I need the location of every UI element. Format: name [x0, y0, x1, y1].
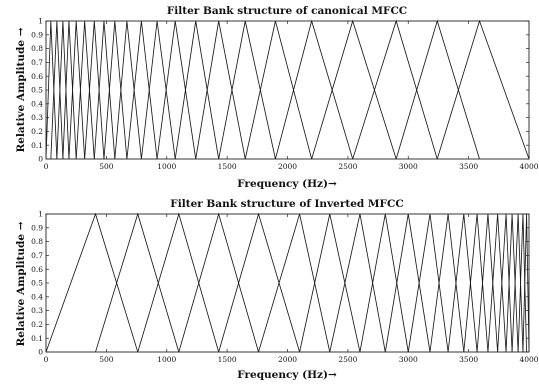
filter-triangle — [218, 20, 276, 160]
x-tick-label: 3000 — [399, 355, 418, 364]
filter-triangle — [140, 20, 176, 160]
y-tick-label: 0.9 — [31, 30, 43, 39]
y-tick-label: 0.4 — [31, 99, 43, 108]
filter-triangle — [311, 19, 397, 160]
filter-triangle — [329, 213, 386, 353]
filter-triangle — [45, 212, 139, 353]
filter-triangle — [68, 20, 86, 160]
filter-triangle — [95, 212, 180, 353]
filter-triangle — [258, 213, 331, 353]
y-tick-label: 0.1 — [31, 334, 43, 343]
filter-triangle — [447, 213, 478, 353]
filter-triangle — [395, 19, 480, 160]
filter-triangle — [436, 19, 530, 160]
y-tick-label: 0.5 — [31, 279, 43, 288]
filter-triangle — [178, 212, 259, 353]
x-axis-label: Frequency (Hz)→ — [237, 178, 337, 190]
filter-triangle — [275, 19, 354, 160]
inverted-mfcc-panel: Filter Bank structure of Inverted MFCC 0… — [15, 198, 539, 381]
x-axis-label: Frequency (Hz)→ — [237, 369, 337, 381]
filter-triangle — [463, 213, 489, 353]
y-tick-label: 0.3 — [31, 306, 43, 315]
filter-triangle — [56, 20, 70, 160]
x-tick-label: 0 — [44, 355, 49, 364]
y-tick-label: 0.9 — [31, 223, 43, 232]
x-tick-label: 1500 — [218, 355, 237, 364]
plot-area: 0 500 1000 1500 2000 2500 3000 3500 4000 0 0.1 0.2 0… — [31, 17, 539, 171]
filter-triangle — [174, 20, 220, 160]
filter-triangle — [50, 20, 64, 160]
x-tick-label: 2500 — [338, 355, 357, 364]
filter-triangle — [195, 20, 246, 160]
filter-triangle — [114, 20, 142, 160]
filter-triangle — [487, 213, 507, 353]
filter-triangle — [299, 213, 361, 353]
x-tick-label: 3000 — [399, 162, 418, 171]
x-tick-label: 3500 — [459, 162, 478, 171]
y-tick-label: 0.2 — [31, 320, 43, 329]
axes-frame — [45, 213, 530, 353]
y-tick-label: 0.4 — [31, 292, 43, 301]
y-tick-label: 0.8 — [31, 44, 43, 53]
y-axis-label: Relative Amplitude → — [15, 221, 27, 346]
y-tick-label: 0.2 — [31, 127, 43, 136]
chart-title: Filter Bank structure of Inverted MFCC — [170, 198, 403, 210]
filter-triangle — [359, 213, 409, 353]
y-tick-label: 0.5 — [31, 86, 43, 95]
x-tick-label: 2500 — [338, 162, 357, 171]
x-tick-label: 4000 — [519, 162, 538, 171]
canonical-mfcc-panel: Filter Bank structure of canonical MFCC … — [15, 5, 539, 190]
x-tick-label: 500 — [99, 162, 114, 171]
filter-triangle — [126, 20, 158, 160]
y-tick-label: 0.3 — [31, 113, 43, 122]
y-tick-label: 0 — [38, 155, 43, 164]
x-tick-label: 2000 — [278, 355, 297, 364]
filter-triangle — [75, 20, 95, 160]
x-tick-label: 1000 — [157, 162, 176, 171]
y-tick-label: 0.6 — [31, 265, 43, 274]
filter-triangle — [103, 20, 128, 160]
y-tick-label: 0.1 — [31, 141, 43, 150]
filter-triangle — [476, 213, 499, 353]
chart-title: Filter Bank structure of canonical MFCC — [167, 5, 407, 17]
filter-triangle — [137, 212, 220, 353]
filter-triangle — [156, 20, 197, 160]
y-axis-label: Relative Amplitude → — [15, 27, 27, 152]
y-tick-label: 0.6 — [31, 72, 43, 81]
filter-triangle — [218, 212, 300, 353]
y-tick-label: 1 — [38, 17, 43, 26]
filter-triangle — [62, 20, 77, 160]
x-tick-label: 500 — [99, 355, 114, 364]
filter-triangle — [407, 213, 449, 353]
y-tick-label: 0.8 — [31, 237, 43, 246]
filter-triangle — [84, 20, 105, 160]
filter-triangle — [244, 20, 313, 160]
filter-triangle — [505, 213, 519, 353]
filter-triangle — [93, 20, 116, 160]
x-tick-label: 1000 — [157, 355, 176, 364]
y-tick-label: 0 — [38, 348, 43, 357]
y-tick-label: 0.7 — [31, 251, 43, 260]
axes-frame — [45, 20, 530, 160]
x-tick-label: 4000 — [519, 355, 538, 364]
filter-triangle — [352, 19, 438, 160]
plot-area: 0 500 1000 1500 2000 2500 3000 3500 4000 0 0.1 0.2 0… — [31, 210, 539, 364]
x-tick-label: 2000 — [278, 162, 297, 171]
x-tick-label: 0 — [44, 162, 49, 171]
y-tick-label: 1 — [38, 210, 43, 219]
x-tick-label: 1500 — [218, 162, 237, 171]
x-tick-label: 3500 — [459, 355, 478, 364]
filter-triangle — [429, 213, 465, 353]
y-tick-label: 0.7 — [31, 58, 43, 67]
filter-triangle — [384, 213, 431, 353]
